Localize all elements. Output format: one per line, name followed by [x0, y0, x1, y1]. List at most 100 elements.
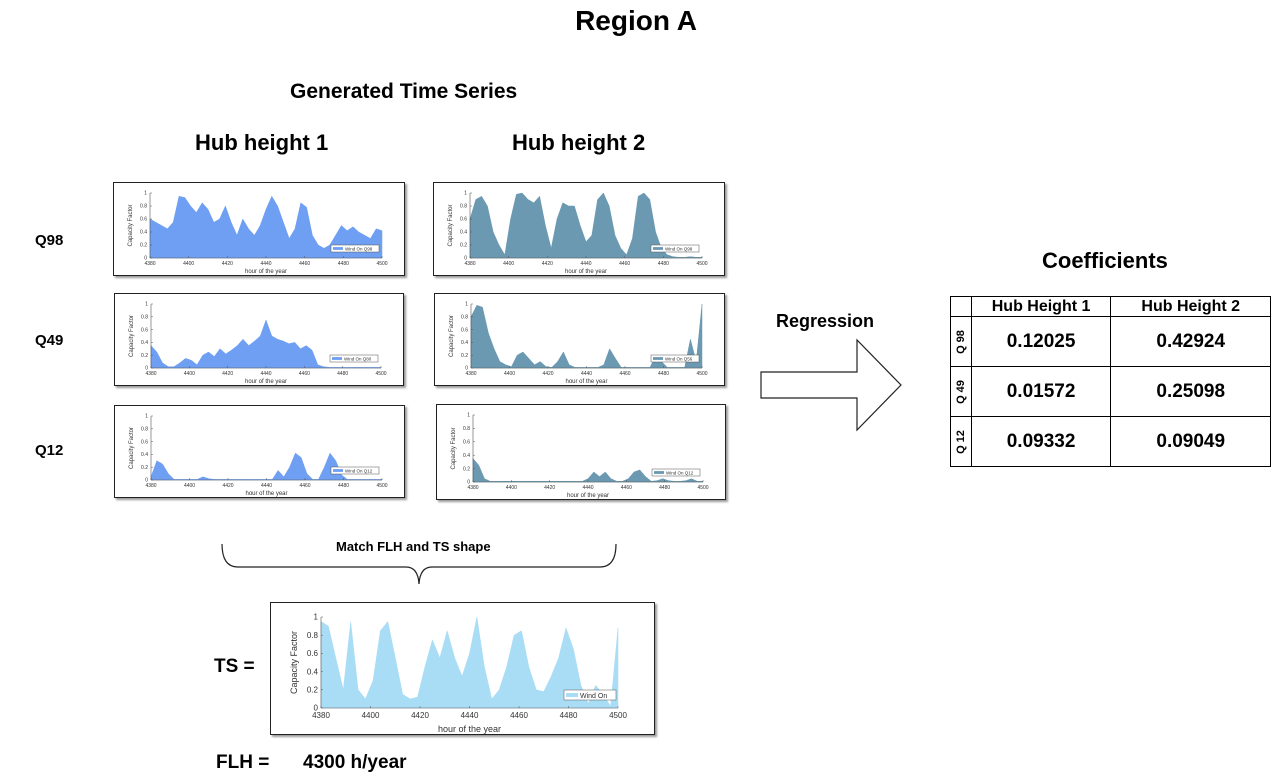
y-tick-label: 0.6 [463, 439, 470, 445]
row-label: Q 12 [954, 429, 967, 454]
x-tick-label: 4460 [510, 711, 528, 720]
row-label-q12: Q12 [35, 442, 64, 459]
y-tick-label: 0 [145, 478, 148, 484]
legend-box [330, 244, 380, 253]
table-corner [950, 296, 972, 317]
x-axis-label: hour of the year [245, 491, 287, 497]
chart-hub1-q12: 4380 4400 4420 4440 4460 4480 4500 0 0.2 0.4 0.6 0.… [114, 405, 405, 498]
legend-box [330, 466, 380, 475]
table-row: Q 49 0.01572 0.25098 [950, 366, 1271, 417]
x-tick-label: 4420 [222, 261, 233, 267]
x-tick-label: 4480 [659, 485, 670, 491]
y-tick-label: 1 [144, 191, 147, 197]
x-tick-label: 4440 [580, 261, 591, 267]
y-tick-label: 0 [314, 704, 319, 713]
y-tick-label: 0.4 [461, 340, 468, 346]
y-tick-label: 0.2 [460, 243, 467, 249]
x-axis-label: hour of the year [245, 379, 287, 385]
legend-box [650, 354, 700, 363]
x-tick-label: 4400 [362, 711, 380, 720]
x-tick-label: 4480 [658, 261, 669, 267]
chart-hub1-q98: 4380 4400 4420 4440 4460 4480 4500 0 0.2 0.4 0.6 0.… [113, 182, 405, 276]
x-tick-label: 4380 [465, 371, 476, 377]
y-tick-label: 0.8 [463, 426, 470, 432]
y-tick-label: 1 [465, 302, 468, 308]
y-tick-label: 0 [464, 256, 467, 262]
y-tick-label: 0 [144, 256, 147, 262]
x-tick-label: 4460 [299, 483, 310, 489]
legend-label: Wind On Q56 [665, 356, 693, 361]
y-tick-label: 0.4 [307, 667, 319, 676]
x-tick-label: 4480 [338, 483, 349, 489]
legend-box [329, 354, 379, 363]
coefficients-table: Hub Height 1 Hub Height 2 Q 98 0.12025 0… [950, 296, 1271, 467]
x-tick-label: 4500 [375, 371, 386, 377]
y-axis-label: Capacity Factor [448, 204, 454, 246]
chart-svg: 4380 4400 4420 4440 4460 4480 4500 0 0.2 0.4 0.6 0.… [448, 191, 708, 275]
chart-ts: 4380 4400 4420 4440 4460 4480 4500 0 0.2 0.4 0.6 0.… [270, 602, 655, 735]
hub-height-2-label: Hub height 2 [512, 130, 646, 155]
y-tick-label: 0.2 [461, 353, 468, 359]
legend-swatch [653, 357, 663, 360]
y-axis-label: Capacity Factor [128, 204, 134, 246]
y-tick-label: 1 [464, 191, 467, 197]
x-tick-label: 4420 [411, 711, 429, 720]
x-tick-label: 4440 [261, 483, 272, 489]
flh-label: FLH = [216, 752, 270, 773]
chart-svg: 4380 4400 4420 4440 4460 4480 4500 0 0.2 0.4 0.6 0.… [289, 613, 627, 734]
page-title: Region A [575, 5, 697, 36]
x-tick-label: 4440 [260, 371, 271, 377]
y-tick-label: 0.2 [140, 243, 147, 249]
regression-arrow-icon [760, 338, 902, 432]
table-header: Hub Height 1 [970, 296, 1112, 317]
y-tick-label: 0 [467, 480, 470, 486]
x-tick-label: 4400 [184, 483, 195, 489]
legend-swatch [332, 357, 342, 360]
y-tick-label: 1 [467, 413, 470, 419]
legend-box [650, 244, 700, 253]
chart-hub1-q49: 4380 4400 4420 4440 4460 4480 4500 0 0.2 0.4 0.6 0.… [114, 293, 404, 386]
coefficient-value: 0.01572 [970, 366, 1112, 417]
coefficient-value: 0.09049 [1110, 416, 1271, 467]
y-tick-label: 1 [145, 302, 148, 308]
legend: Wind On Q98 [650, 244, 700, 253]
x-tick-label: 4380 [145, 483, 156, 489]
x-tick-label: 4420 [544, 485, 555, 491]
legend-label: Wind On [580, 693, 607, 700]
x-tick-label: 4400 [503, 261, 514, 267]
legend-swatch [654, 471, 664, 474]
y-tick-label: 0.8 [460, 204, 467, 210]
legend: Wind On Q12 [330, 466, 380, 475]
series-area [149, 195, 383, 259]
legend-label: Wind On Q12 [666, 470, 694, 475]
legend-box [651, 468, 701, 477]
y-tick-label: 0.2 [141, 353, 148, 359]
y-tick-label: 0.4 [141, 452, 148, 458]
chart-hub2-q98: 4380 4400 4420 4440 4460 4480 4500 0 0.2 0.4 0.6 0.… [433, 182, 725, 276]
x-tick-label: 4420 [222, 371, 233, 377]
y-axis-label: Capacity Factor [451, 427, 457, 469]
x-tick-label: 4460 [299, 261, 310, 267]
x-tick-label: 4480 [560, 711, 578, 720]
x-axis-label: hour of the year [438, 724, 501, 734]
y-tick-label: 0.6 [141, 439, 148, 445]
x-axis-label: hour of the year [565, 269, 607, 275]
x-tick-label: 4480 [658, 371, 669, 377]
x-tick-label: 4420 [222, 483, 233, 489]
x-tick-label: 4440 [582, 485, 593, 491]
y-tick-label: 0.6 [141, 327, 148, 333]
y-tick-label: 0.4 [460, 230, 467, 236]
coefficient-value: 0.09332 [970, 416, 1112, 467]
legend-swatch [653, 247, 663, 250]
flh-value: 4300 h/year [303, 752, 407, 773]
table-row: Q 98 0.12025 0.42924 [950, 316, 1271, 367]
regression-label: Regression [776, 311, 875, 331]
legend-swatch [566, 693, 578, 697]
x-tick-label: 4500 [696, 371, 707, 377]
generated-title: Generated Time Series [290, 80, 518, 103]
chart-hub2-q12: 4380 4400 4420 4440 4460 4480 4500 0 0.2 0.4 0.6 0.… [436, 404, 726, 500]
y-tick-label: 0.6 [307, 649, 319, 658]
y-tick-label: 0.8 [461, 314, 468, 320]
x-tick-label: 4420 [542, 261, 553, 267]
ts-label: TS = [214, 656, 255, 677]
